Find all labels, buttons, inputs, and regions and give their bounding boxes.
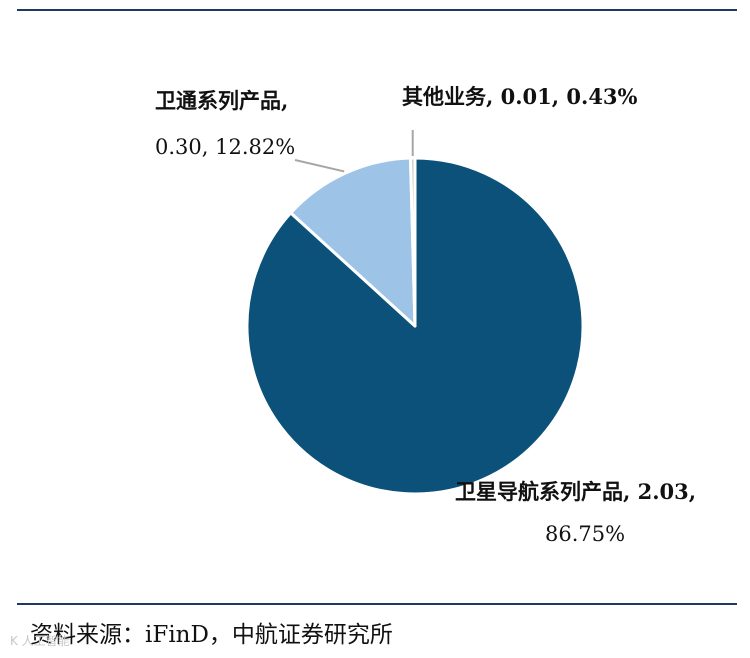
label-satcom-line2: 0.30, 12.82% bbox=[155, 135, 296, 159]
label-satnav-line1: 卫星导航系列产品, 2.03, bbox=[455, 479, 697, 504]
top-rule bbox=[17, 9, 737, 11]
slice-other bbox=[408, 156, 417, 328]
watermark: K 人工智能 bbox=[10, 634, 70, 648]
leader-lines bbox=[294, 130, 414, 173]
source-note: 资料来源：iFinD，中航证券研究所 bbox=[30, 622, 393, 648]
label-satcom-line1: 卫通系列产品, bbox=[155, 88, 289, 113]
slice-satcom bbox=[289, 156, 417, 328]
pie-chart bbox=[245, 130, 585, 496]
leader-satcom bbox=[294, 159, 345, 173]
label-satnav-line2: 86.75% bbox=[545, 522, 626, 546]
bottom-rule bbox=[17, 603, 737, 605]
pie-slices bbox=[245, 156, 585, 496]
label-other: 其他业务, 0.01, 0.43% bbox=[402, 84, 638, 109]
